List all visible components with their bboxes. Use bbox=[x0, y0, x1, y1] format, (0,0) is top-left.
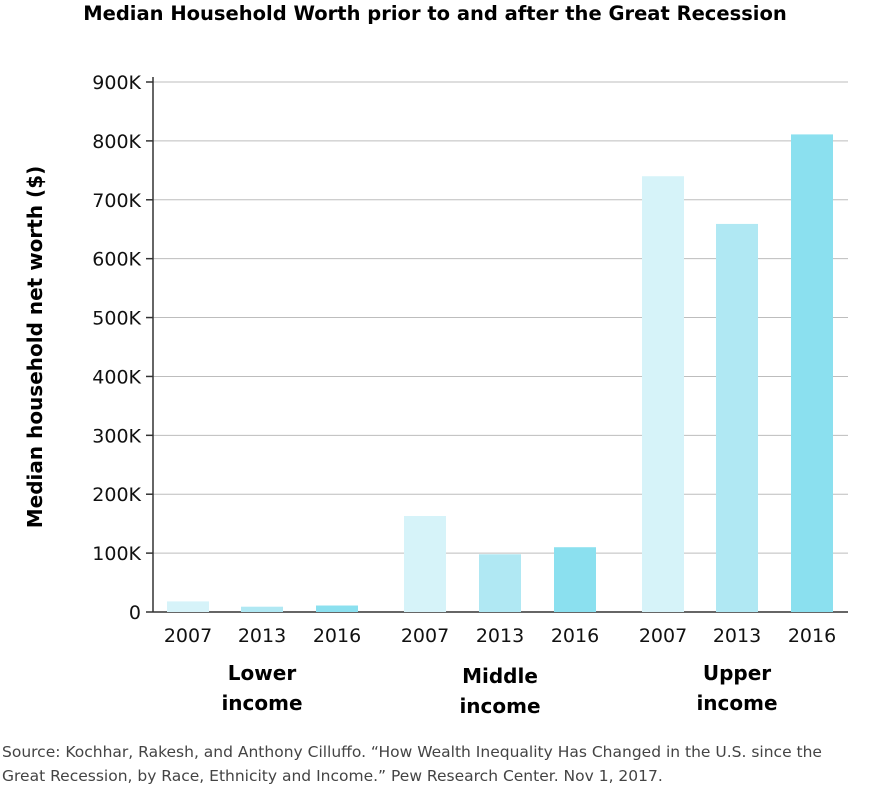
x-tick-label: 2013 bbox=[713, 625, 761, 647]
x-tick-label: 2007 bbox=[639, 625, 687, 647]
group-label: Middle bbox=[462, 664, 538, 688]
y-tick-label: 700K bbox=[92, 190, 141, 212]
x-tick-label: 2016 bbox=[788, 625, 836, 647]
group-label: income bbox=[221, 691, 302, 715]
source-note: Source: Kochhar, Rakesh, and Anthony Cil… bbox=[2, 743, 822, 785]
bar-lower-2016 bbox=[316, 605, 358, 612]
y-tick-label: 900K bbox=[92, 72, 141, 94]
y-tick-label: 400K bbox=[92, 366, 141, 388]
x-tick-label: 2013 bbox=[238, 625, 286, 647]
bar-upper-2016 bbox=[791, 134, 833, 612]
bar-upper-2007 bbox=[642, 176, 684, 612]
group-label: income bbox=[696, 691, 777, 715]
y-tick-label: 600K bbox=[92, 249, 141, 271]
y-axis-label: Median household net worth ($) bbox=[23, 166, 47, 529]
x-tick-label: 2016 bbox=[313, 625, 361, 647]
bar-chart: Median Household Worth prior to and afte… bbox=[23, 2, 848, 718]
bar-upper-2013 bbox=[716, 223, 758, 612]
x-tick-label: 2007 bbox=[401, 625, 449, 647]
bar-middle-2016 bbox=[554, 547, 596, 612]
bar-lower-2007 bbox=[167, 601, 209, 612]
bar-middle-2013 bbox=[479, 554, 521, 612]
x-tick-label: 2013 bbox=[476, 625, 524, 647]
bar-lower-2013 bbox=[241, 606, 283, 612]
group-label: income bbox=[459, 694, 540, 718]
x-tick-label: 2007 bbox=[164, 625, 212, 647]
group-label: Upper bbox=[703, 661, 771, 685]
x-tick-label: 2016 bbox=[551, 625, 599, 647]
y-tick-label: 300K bbox=[92, 425, 141, 447]
bar-middle-2007 bbox=[404, 516, 446, 612]
chart-title: Median Household Worth prior to and afte… bbox=[83, 2, 787, 25]
y-tick-label: 100K bbox=[92, 543, 141, 565]
y-tick-label: 800K bbox=[92, 131, 141, 153]
y-tick-label: 200K bbox=[92, 484, 141, 506]
group-label: Lower bbox=[228, 661, 297, 685]
y-tick-label: 0 bbox=[129, 602, 141, 624]
y-tick-label: 500K bbox=[92, 308, 141, 330]
